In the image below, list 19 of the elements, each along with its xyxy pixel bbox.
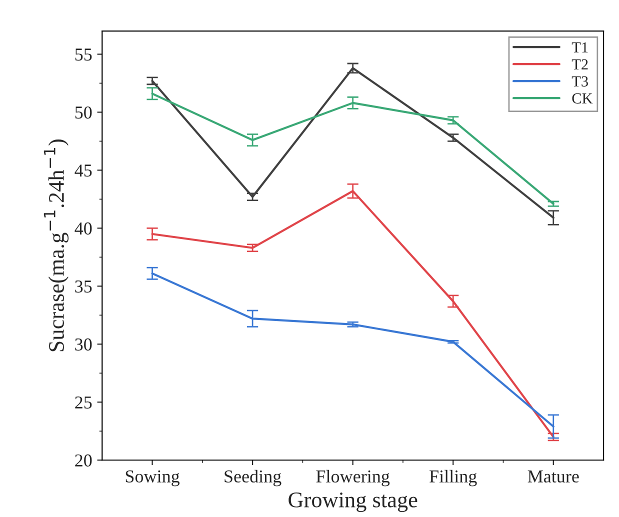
- y-axis-title: Sucrase(ma.g$^{−1}$.24h$^{−1}$): [44, 140, 69, 352]
- legend-label: T3: [572, 76, 588, 87]
- y-tick-label: 35: [75, 280, 92, 293]
- legend-label: T2: [572, 59, 588, 70]
- y-tick-label: 20: [75, 454, 92, 467]
- x-tick-label: Filling: [430, 470, 477, 486]
- y-tick-label: 45: [74, 164, 92, 177]
- y-tick-label: 40: [74, 222, 92, 235]
- legend-label: CK: [572, 93, 593, 104]
- x-tick-label: Mature: [528, 470, 579, 483]
- x-tick-label: Seeding: [224, 470, 282, 486]
- x-tick-label: Sowing: [126, 470, 180, 486]
- x-axis-title: Growing stage: [288, 492, 418, 512]
- y-tick-label: 30: [75, 338, 92, 351]
- y-tick-label: 50: [75, 106, 92, 119]
- x-tick-label: Flowering: [316, 470, 390, 486]
- legend-label: T1: [572, 42, 588, 52]
- y-tick-label: 55: [75, 48, 92, 61]
- y-tick-label: 25: [75, 396, 92, 409]
